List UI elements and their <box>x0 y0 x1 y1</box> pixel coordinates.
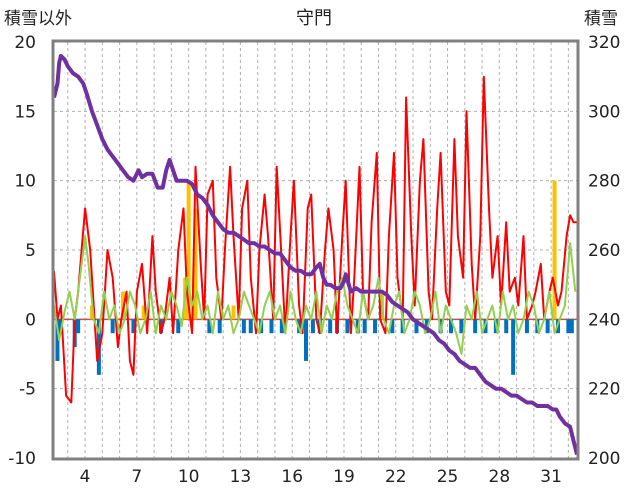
precip-bar <box>511 319 516 375</box>
precip-bar <box>131 319 136 334</box>
x-tick-labels: 4 7 10 13 16 19 22 25 28 31 <box>80 467 562 487</box>
precip-bar <box>141 305 146 320</box>
precip-bar <box>473 319 478 334</box>
chart-title: 守門 <box>296 8 332 29</box>
precip-bar <box>304 319 309 361</box>
x-tick-label: 7 <box>131 467 142 487</box>
precip-bar <box>504 319 509 334</box>
precip-bar <box>545 319 550 334</box>
precip-bar <box>110 319 115 334</box>
precip-bar <box>176 319 181 334</box>
y-left-tick-label: 0 <box>25 310 36 330</box>
precip-bar <box>345 319 350 334</box>
precip-bar <box>279 319 284 334</box>
precip-bar <box>569 319 574 334</box>
precip-bar <box>414 319 419 334</box>
snow_depth-line <box>52 53 579 455</box>
precip-bar <box>310 319 315 334</box>
precip-bar <box>207 319 212 334</box>
x-tick-label: 10 <box>178 467 200 487</box>
y-right-axis-title: 積雪 <box>584 9 618 29</box>
precip-bar <box>217 319 222 334</box>
precip-bar <box>552 180 557 320</box>
x-tick-label: 28 <box>489 467 511 487</box>
y-left-tick-label: 20 <box>14 33 36 53</box>
precip-bar <box>390 319 395 334</box>
y-left-tick-label: -5 <box>19 380 36 400</box>
precip-bar <box>248 319 253 334</box>
y-left-tick-label: -10 <box>8 449 36 469</box>
y-right-tick-label: 200 <box>588 449 620 469</box>
y-left-tick-label: 10 <box>14 172 36 192</box>
precip-bar <box>362 319 367 334</box>
precip-bar <box>328 319 333 334</box>
x-tick-label: 19 <box>333 467 355 487</box>
y-right-tick-label: 260 <box>588 241 620 261</box>
y-left-tick-labels: -10 -5 0 5 10 15 20 <box>8 33 36 469</box>
precip-bar <box>186 180 191 320</box>
x-tick-label: 16 <box>281 467 303 487</box>
y-left-tick-label: 5 <box>25 241 36 261</box>
y-left-tick-label: 15 <box>14 102 36 122</box>
precip-bar <box>193 208 198 320</box>
precip-bar <box>89 305 94 320</box>
y-right-tick-label: 280 <box>588 172 620 192</box>
precip-bar <box>241 319 246 334</box>
x-tick-label: 13 <box>230 467 252 487</box>
y-right-tick-label: 320 <box>588 33 620 53</box>
y-left-axis-title: 積雪以外 <box>4 9 72 29</box>
y-right-tick-label: 300 <box>588 102 620 122</box>
precip-bar <box>459 319 464 334</box>
precip-bar <box>76 319 81 334</box>
x-tick-label: 25 <box>437 467 459 487</box>
precip-bar <box>55 319 60 361</box>
x-tick-label: 4 <box>80 467 91 487</box>
y-right-tick-labels: 200 220 240 260 280 300 320 <box>588 33 620 469</box>
temperature-line <box>53 75 577 404</box>
wind-line <box>53 235 577 355</box>
precip-bar <box>231 305 236 320</box>
precip-bar <box>566 319 571 334</box>
precip-bar <box>524 319 529 334</box>
precip-bar <box>269 319 274 334</box>
x-tick-label: 22 <box>385 467 407 487</box>
plot-frame <box>51 39 580 461</box>
x-tick-label: 31 <box>540 467 562 487</box>
precip-bar <box>448 319 453 334</box>
series-lines <box>52 53 579 455</box>
precip-bar <box>373 319 378 334</box>
y-right-tick-label: 240 <box>588 310 620 330</box>
y-right-tick-label: 220 <box>588 380 620 400</box>
